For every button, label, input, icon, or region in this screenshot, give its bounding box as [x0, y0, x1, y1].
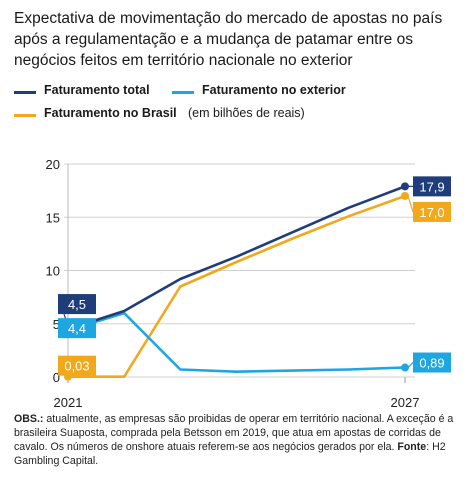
x-tick-label: 2027	[391, 395, 420, 410]
footnote-obs-text: atualmente, as empresas são proibidas de…	[14, 413, 454, 453]
label-start-brasil: 0,03	[58, 355, 96, 377]
label-box	[413, 176, 451, 197]
series-line-exterior	[66, 311, 407, 374]
y-tick-label: 0	[53, 370, 60, 385]
y-tick-label: 15	[46, 210, 60, 225]
series-end-point-brasil	[401, 191, 409, 200]
y-tick-label: 5	[53, 317, 60, 332]
series-line-total	[66, 185, 407, 331]
series-line-brasil	[66, 194, 407, 379]
label-box	[413, 352, 451, 373]
label-text: 4,5	[68, 297, 86, 312]
label-text: 0,89	[419, 356, 444, 371]
y-tick-label: 10	[46, 264, 60, 279]
label-pointer	[407, 362, 414, 368]
label-text: 0,03	[64, 359, 89, 374]
x-tick-label: 2021	[54, 395, 83, 410]
label-pointer	[63, 325, 69, 339]
label-text: 4,4	[68, 321, 86, 336]
y-tick-label: 20	[46, 157, 60, 172]
label-end-total: 17,9	[408, 176, 451, 197]
label-text: 17,9	[419, 179, 444, 194]
label-box	[413, 201, 451, 222]
label-text: 17,0	[419, 205, 444, 220]
label-pointer	[407, 195, 414, 213]
chart-title: Expectativa de movimentação do mercado d…	[14, 10, 443, 69]
label-box	[58, 294, 96, 315]
footnote-source-text: : H2 Gambling Capital.	[14, 441, 446, 467]
y-axis-ticks: 0 5 10 15 20	[46, 157, 60, 385]
label-box	[58, 318, 96, 339]
series-end-point-exterior	[401, 363, 409, 372]
footnote-source-label: Fonte	[397, 441, 427, 453]
x-axis-ticks: 2021 2027	[54, 377, 420, 410]
line-chart: 0 5 10 15 20 2021 2027 4,5 4,4 0,03 17,9 17,0 0,89	[46, 157, 451, 410]
label-start-exterior: 4,4	[58, 318, 96, 339]
label-box	[58, 355, 96, 376]
data-labels: 4,5 4,4 0,03 17,9 17,0 0,89	[58, 176, 451, 377]
series-end-point-total	[401, 182, 409, 191]
label-pointer	[63, 372, 69, 377]
footnote-obs-label: OBS.:	[14, 413, 44, 425]
label-end-brasil: 17,0	[407, 195, 451, 222]
label-end-exterior: 0,89	[407, 352, 451, 373]
series-group	[64, 182, 409, 381]
grid	[64, 163, 415, 381]
footnote: OBS.: atualmente, as empresas são proibi…	[14, 412, 464, 468]
